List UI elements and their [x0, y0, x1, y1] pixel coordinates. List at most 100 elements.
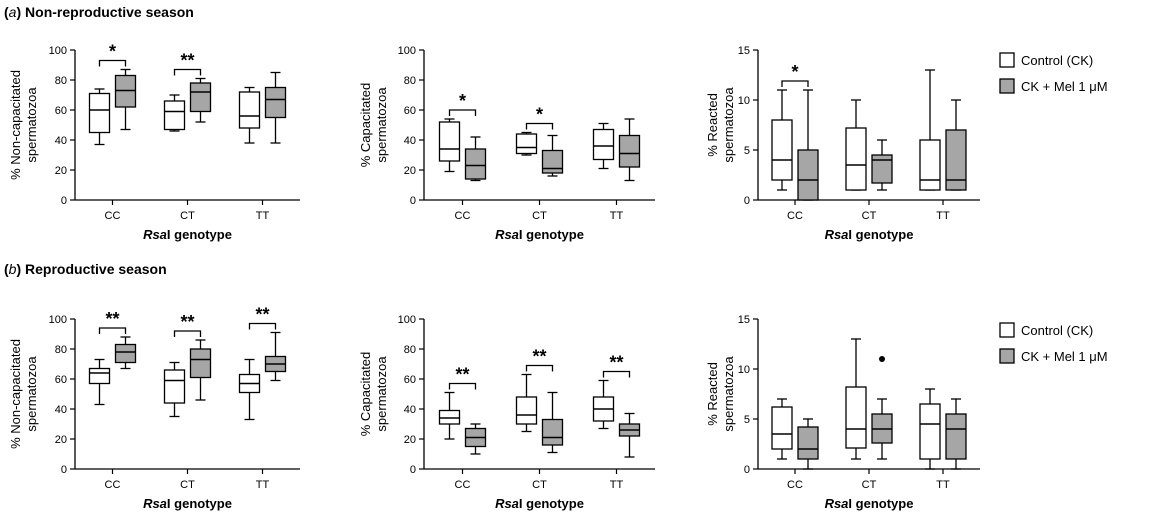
significance-bracket: **	[173, 51, 202, 76]
box-iqr	[771, 406, 793, 450]
x-axis-label-italic: Rsa	[143, 227, 167, 242]
section-label-a: a	[9, 4, 17, 20]
x-axis-label: RsaI genotype	[495, 496, 584, 511]
box-iqr	[238, 91, 261, 129]
y-tick-label: 40	[55, 135, 67, 147]
box-iqr	[845, 127, 867, 191]
box-iqr	[114, 343, 137, 364]
y-tick-label: 20	[55, 434, 67, 446]
box-treated-ct	[189, 77, 212, 123]
box-iqr	[541, 149, 564, 174]
y-tick-label: 20	[55, 165, 67, 177]
x-tick-label: CT	[862, 210, 877, 222]
y-tick-label: 15	[738, 314, 750, 326]
box-treated-tt	[618, 118, 641, 182]
x-tick-label: CC	[105, 479, 121, 491]
box-treated-cc	[114, 68, 137, 131]
box-treated-tt	[264, 331, 287, 382]
box-iqr	[919, 139, 941, 191]
outlier-point	[879, 356, 885, 362]
y-tick-label: 80	[55, 75, 67, 87]
y-axis-label: spermatozoa	[721, 87, 736, 163]
y-tick-label: 60	[404, 105, 416, 117]
x-axis-label-rest: I genotype	[167, 496, 232, 511]
box-treated-tt	[945, 99, 967, 191]
box-control-ct	[845, 338, 867, 460]
y-tick-label: 40	[404, 135, 416, 147]
box-control-cc	[88, 88, 111, 146]
box-control-ct	[163, 361, 186, 418]
significance-bracket: *	[781, 62, 809, 87]
panel-1: 0 20 40 60 80 100 % Non-capacitated spermatozoa…	[8, 42, 300, 242]
legend-top: Control (CK) CK + Mel 1 μM	[999, 52, 1108, 94]
box-control-cc	[771, 89, 793, 191]
x-axis-label-rest: I genotype	[519, 496, 584, 511]
significance-label: **	[180, 51, 194, 71]
bracket-line	[448, 382, 477, 390]
box-iqr	[771, 119, 793, 181]
bracket-line	[781, 80, 809, 87]
x-axis-label-italic: Rsa	[495, 496, 519, 511]
panel-6: 0 5 10 15 % Reacted spermatozoa CC CT TT RsaI gen…	[705, 314, 980, 511]
box-iqr	[541, 418, 564, 446]
significance-label: *	[536, 105, 543, 125]
x-axis-label: RsaI genotype	[825, 496, 914, 511]
box-control-cc	[88, 358, 111, 406]
box-control-tt	[592, 379, 615, 430]
legend-treated-swatch	[999, 78, 1015, 94]
y-tick-label: 40	[55, 404, 67, 416]
box-control-cc	[438, 118, 461, 173]
box-iqr	[88, 367, 111, 385]
x-tick-label: TT	[256, 479, 270, 491]
significance-bracket: *	[98, 42, 127, 67]
box-control-ct	[845, 99, 867, 191]
box-treated-tt	[945, 398, 967, 470]
y-axis-label: % Reacted	[705, 93, 720, 157]
significance-bracket: *	[448, 91, 477, 116]
box-iqr	[438, 121, 461, 162]
y-tick-label: 5	[744, 145, 750, 157]
section-title-b-text: Reproductive season	[25, 261, 167, 277]
x-tick-label: CC	[105, 210, 121, 222]
y-tick-label: 0	[61, 464, 67, 476]
y-axis-label: spermatozoa	[374, 87, 389, 163]
box-iqr	[515, 133, 538, 155]
legend-control-label: Control (CK)	[1021, 53, 1093, 68]
bracket-line	[98, 59, 127, 67]
box-treated-tt	[264, 71, 287, 144]
legend-bottom: Control (CK) CK + Mel 1 μM	[999, 322, 1108, 364]
significance-bracket: **	[525, 347, 554, 372]
y-axis-label: % Non-capacitated	[8, 339, 23, 449]
y-tick-label: 5	[744, 414, 750, 426]
y-axis-label: % Reacted	[705, 362, 720, 426]
y-tick-label: 60	[55, 105, 67, 117]
y-tick-label: 15	[738, 45, 750, 57]
box-iqr	[189, 82, 212, 113]
box-control-tt	[919, 388, 941, 470]
box-control-ct	[163, 94, 186, 132]
bracket-line	[173, 330, 202, 337]
x-axis-label-rest: I genotype	[167, 227, 232, 242]
y-tick-label: 40	[404, 404, 416, 416]
significance-label: **	[255, 305, 269, 325]
box-treated-ct	[189, 339, 212, 401]
box-iqr	[189, 348, 212, 379]
section-title-a-text: Non-reproductive season	[25, 4, 194, 20]
x-axis-label: RsaI genotype	[495, 227, 584, 242]
y-tick-label: 20	[404, 165, 416, 177]
y-tick-label: 0	[744, 195, 750, 207]
box-iqr	[919, 403, 941, 460]
x-axis-label-italic: Rsa	[825, 496, 849, 511]
x-tick-label: TT	[256, 210, 270, 222]
x-tick-label: TT	[936, 210, 950, 222]
box-control-tt	[592, 122, 615, 170]
panel-3: 0 5 10 15 % Reacted spermatozoa CC CT TT RsaI gen…	[705, 45, 980, 242]
y-tick-label: 80	[404, 75, 416, 87]
box-treated-ct	[541, 134, 564, 177]
significance-label: **	[455, 365, 469, 385]
box-treated-ct	[871, 398, 893, 460]
y-axis-label: spermatozoa	[721, 356, 736, 432]
legend-treated-swatch	[999, 348, 1015, 364]
